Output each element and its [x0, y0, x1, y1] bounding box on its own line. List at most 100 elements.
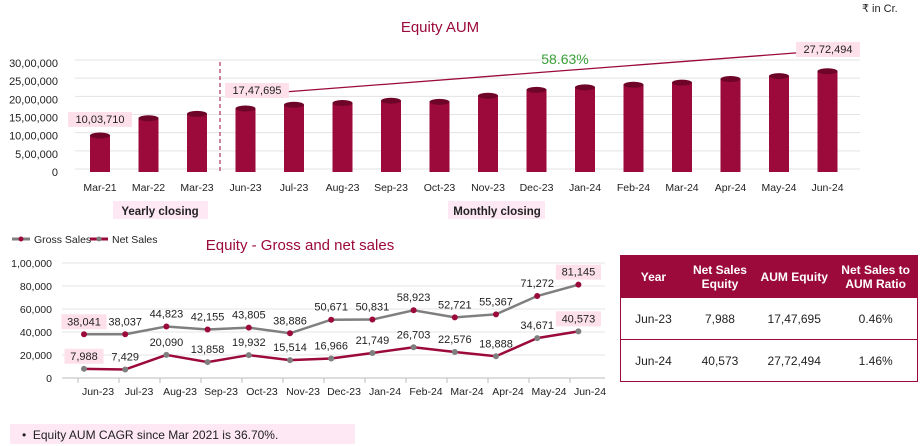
- bar: [332, 102, 353, 172]
- data-point: [287, 330, 293, 337]
- cell: 7,988: [685, 297, 755, 340]
- bar: [429, 101, 450, 172]
- data-label: 55,367: [479, 296, 513, 308]
- data-label: 38,886: [273, 315, 307, 327]
- chart-title: Equity AUM: [401, 19, 479, 36]
- data-label: 38,037: [108, 316, 142, 328]
- x-tick-label: Feb-24: [409, 386, 442, 398]
- x-tick-label: Nov-23: [286, 386, 320, 398]
- legend-marker: [96, 236, 102, 242]
- group-label-bg: [448, 201, 545, 219]
- x-tick-label: Jun-24: [574, 386, 606, 398]
- data-label-bg: [68, 112, 132, 127]
- y-tick-label: 15,00,000: [9, 113, 58, 125]
- equity-aum-chart: Equity AUM 0 5,00,000 10,00,000 15,00,000 20,…: [9, 19, 860, 219]
- bar: [720, 78, 741, 172]
- cell: Jun-23: [620, 297, 686, 340]
- data-label: 38,041: [67, 316, 101, 328]
- legend-label: Net Sales: [112, 234, 158, 246]
- y-tick-label: 80,000: [20, 281, 52, 293]
- x-tick-label: Jan-24: [569, 182, 601, 194]
- bar-top: [284, 101, 304, 108]
- col-header: Net Sales Equity: [685, 255, 755, 298]
- x-tick-label: Oct-23: [424, 182, 456, 194]
- group-label-bg: [113, 201, 208, 219]
- bar-top: [623, 81, 644, 88]
- x-tick-label: Mar-24: [450, 386, 483, 398]
- data-label: 50,671: [314, 302, 348, 314]
- data-label-bg: [796, 42, 860, 57]
- x-tick-label: Jun-23: [82, 386, 114, 398]
- y-tick-label: 20,00,000: [9, 94, 58, 106]
- bar-top: [381, 97, 401, 104]
- x-tick-label: Jan-24: [369, 386, 401, 398]
- data-point: [328, 355, 335, 362]
- bar-top: [769, 73, 789, 80]
- data-label: 15,514: [273, 342, 307, 354]
- gross-net-sales-chart: Equity - Gross and net sales Gross Sales N…: [11, 234, 606, 398]
- data-label: 71,272: [520, 278, 554, 290]
- y-tick-label: 0: [52, 167, 58, 179]
- bar: [187, 113, 207, 172]
- note-text: Equity AUM CAGR since Mar 2021 is 36.70%…: [32, 428, 279, 442]
- data-label-bg: [64, 348, 104, 364]
- data-point: [81, 331, 87, 338]
- bar-top: [720, 75, 741, 82]
- bar: [526, 89, 547, 172]
- data-point: [534, 293, 541, 300]
- data-label: 7,988: [70, 351, 98, 363]
- y-tick-label: 25,00,000: [9, 76, 58, 88]
- table-row: Jun-23 7,988 17,47,695 0.46%: [620, 297, 918, 340]
- data-point: [534, 335, 541, 342]
- data-label: 21,749: [356, 335, 390, 347]
- data-label: 19,932: [232, 337, 266, 349]
- bar: [138, 118, 159, 172]
- data-label: 18,888: [479, 338, 513, 350]
- y-tick-label: 10,00,000: [9, 131, 58, 143]
- data-point: [122, 331, 129, 338]
- bar: [623, 84, 644, 172]
- data-point: [575, 328, 582, 335]
- data-label: 20,090: [150, 337, 184, 349]
- x-tick-label: May-24: [531, 386, 566, 398]
- cell: 40,573: [685, 339, 755, 382]
- data-point: [204, 326, 211, 333]
- data-label: 43,805: [232, 310, 266, 322]
- data-point: [122, 366, 129, 373]
- data-label: 16,966: [314, 340, 348, 352]
- x-tick-label: Jun-24: [811, 182, 843, 194]
- data-label: 40,573: [562, 313, 596, 325]
- data-point: [369, 316, 376, 323]
- bar: [284, 104, 304, 172]
- cell: 0.46%: [834, 297, 918, 340]
- bar-top: [332, 99, 353, 106]
- data-point: [451, 349, 458, 356]
- x-tick-label: Apr-24: [492, 386, 524, 398]
- bar: [672, 82, 692, 172]
- bar-top: [187, 110, 207, 117]
- data-point: [328, 316, 335, 323]
- data-point: [245, 324, 252, 331]
- x-tick-label: Mar-21: [83, 182, 116, 194]
- data-point: [204, 359, 211, 366]
- data-point: [81, 365, 87, 372]
- data-label-bg: [555, 264, 601, 280]
- x-tick-label: Aug-23: [163, 386, 197, 398]
- data-label: 52,721: [438, 299, 472, 311]
- data-label: 44,823: [150, 308, 184, 320]
- bar-top: [672, 79, 692, 86]
- x-tick-label: Mar-22: [132, 182, 165, 194]
- data-point: [493, 311, 499, 318]
- bar-top: [817, 68, 838, 75]
- bar-top: [478, 92, 498, 99]
- table-row: Jun-24 40,573 27,72,494 1.46%: [620, 339, 918, 382]
- col-header: Year: [620, 255, 686, 298]
- x-tick-label: Jul-23: [125, 386, 154, 398]
- bar-top: [429, 98, 450, 105]
- data-point: [410, 307, 417, 314]
- data-point: [575, 281, 582, 288]
- data-label: 34,671: [520, 320, 554, 332]
- growth-arrow: [283, 51, 809, 93]
- data-label: 17,47,695: [233, 85, 282, 97]
- data-label: 81,145: [562, 267, 596, 279]
